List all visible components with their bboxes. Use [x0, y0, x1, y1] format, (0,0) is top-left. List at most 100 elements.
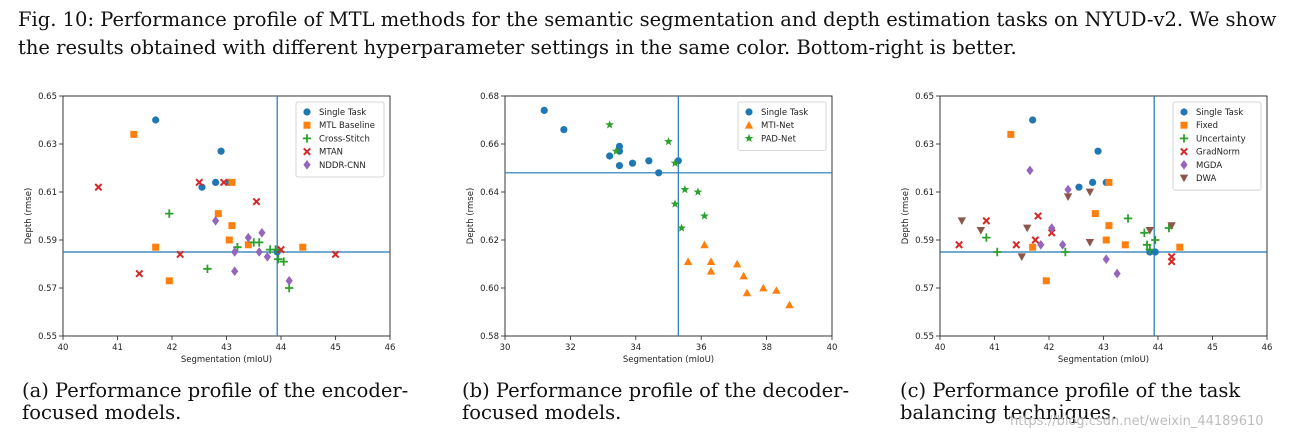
- y-tick-label: 0.62: [480, 236, 499, 246]
- legend-marker: [303, 160, 311, 170]
- data-point: [1142, 240, 1152, 249]
- y-tick-label: 0.58: [480, 332, 499, 342]
- data-point: [263, 252, 271, 262]
- data-point: [1102, 236, 1110, 244]
- x-tick-label: 40: [827, 343, 838, 353]
- data-point: [982, 216, 991, 225]
- data-point: [228, 178, 236, 186]
- data-point: [1031, 236, 1040, 244]
- series-gradnorm: [955, 212, 1176, 266]
- data-point: [233, 243, 242, 252]
- x-tick-label: 46: [385, 343, 396, 353]
- data-point: [683, 257, 693, 265]
- data-point: [214, 210, 222, 218]
- legend-label: MTL Baseline: [319, 121, 375, 131]
- data-point: [279, 257, 288, 266]
- data-point: [677, 223, 686, 232]
- data-point: [176, 250, 185, 259]
- x-tick-label: 38: [761, 343, 772, 353]
- x-tick-label: 46: [1262, 343, 1273, 353]
- data-point: [957, 217, 966, 225]
- data-point: [739, 271, 748, 280]
- legend-label: GradNorm: [1196, 148, 1240, 158]
- legend-label: Single Task: [1196, 108, 1243, 118]
- data-point: [195, 178, 204, 187]
- legend-label: PAD-Net: [761, 134, 797, 144]
- legend-label: NDDR-CNN: [319, 161, 366, 171]
- data-point: [252, 197, 261, 206]
- figure-caption: Fig. 10: Performance profile of MTL meth…: [18, 8, 1277, 59]
- data-point: [1105, 178, 1113, 186]
- data-point: [706, 267, 716, 275]
- data-point: [670, 158, 680, 167]
- x-tick-label: 43: [1098, 343, 1109, 353]
- x-tick-label: 40: [58, 343, 69, 353]
- data-point: [271, 245, 280, 254]
- data-point: [331, 250, 340, 259]
- x-tick-label: 40: [935, 343, 946, 353]
- data-point: [244, 232, 252, 243]
- scatter-panel-b: 30 32 34 36 38 40 0.58 0.60 0.62 0.64 0.66 0.68 Segm…: [460, 86, 860, 365]
- data-point: [1064, 184, 1072, 195]
- data-point: [212, 216, 220, 226]
- data-point: [231, 266, 239, 276]
- y-tick-label: 0.61: [915, 188, 934, 198]
- data-point: [1029, 116, 1037, 124]
- legend-marker: [1180, 121, 1188, 129]
- y-tick-label: 0.65: [915, 92, 934, 102]
- data-point: [1176, 243, 1184, 251]
- x-tick-label: 42: [1044, 343, 1055, 353]
- data-point: [670, 199, 680, 208]
- legend-marker: [302, 134, 312, 143]
- data-point: [700, 211, 709, 220]
- data-point: [1017, 253, 1026, 261]
- data-point: [759, 283, 768, 292]
- watermark-text: https://blog.csdn.net/weixin_44189610: [1010, 414, 1264, 429]
- series-mtan: [94, 178, 340, 278]
- legend-label: Single Task: [319, 108, 366, 118]
- data-point: [1063, 193, 1073, 201]
- y-tick-label: 0.66: [480, 140, 499, 150]
- legend-marker: [303, 121, 311, 129]
- data-point: [560, 126, 568, 134]
- data-point: [217, 147, 225, 155]
- data-point: [955, 240, 963, 249]
- data-point: [231, 247, 239, 257]
- y-tick-label: 0.55: [915, 332, 934, 342]
- data-point: [540, 106, 548, 114]
- legend: Single Task MTI-Net PAD-Net: [737, 101, 827, 151]
- data-point: [1042, 277, 1050, 285]
- data-point: [1061, 247, 1070, 257]
- y-tick-label: 0.59: [915, 236, 934, 246]
- data-point: [1102, 254, 1110, 264]
- data-point: [277, 245, 285, 254]
- data-point: [198, 183, 206, 191]
- data-point: [606, 152, 614, 160]
- data-point: [615, 162, 624, 170]
- y-tick-label: 0.64: [480, 188, 499, 198]
- data-point: [1121, 241, 1129, 249]
- data-point: [1075, 183, 1083, 191]
- x-tick-label: 41: [989, 343, 1000, 353]
- x-tick-label: 45: [330, 343, 341, 353]
- legend-marker: [1179, 134, 1189, 143]
- legend-box: [1172, 101, 1262, 191]
- x-tick-label: 30: [500, 343, 511, 353]
- data-point: [228, 222, 236, 230]
- data-point: [1026, 165, 1034, 176]
- x-tick-label: 36: [696, 343, 707, 353]
- data-point: [1037, 240, 1045, 250]
- data-point: [130, 130, 138, 138]
- data-point: [680, 185, 690, 194]
- data-point: [1012, 240, 1021, 249]
- legend-marker: [744, 133, 754, 143]
- data-point: [706, 257, 716, 265]
- data-point: [605, 120, 615, 129]
- x-tick-label: 42: [167, 343, 178, 353]
- data-point: [1167, 257, 1176, 266]
- series-pad-net: [605, 120, 709, 232]
- data-point: [993, 247, 1002, 257]
- data-point: [152, 116, 160, 124]
- data-point: [165, 277, 173, 285]
- scatter-panel-a: 40 41 42 43 44 45 46 0.55 0.57 0.59 0.61 0.63 0.65 Se…: [18, 86, 418, 365]
